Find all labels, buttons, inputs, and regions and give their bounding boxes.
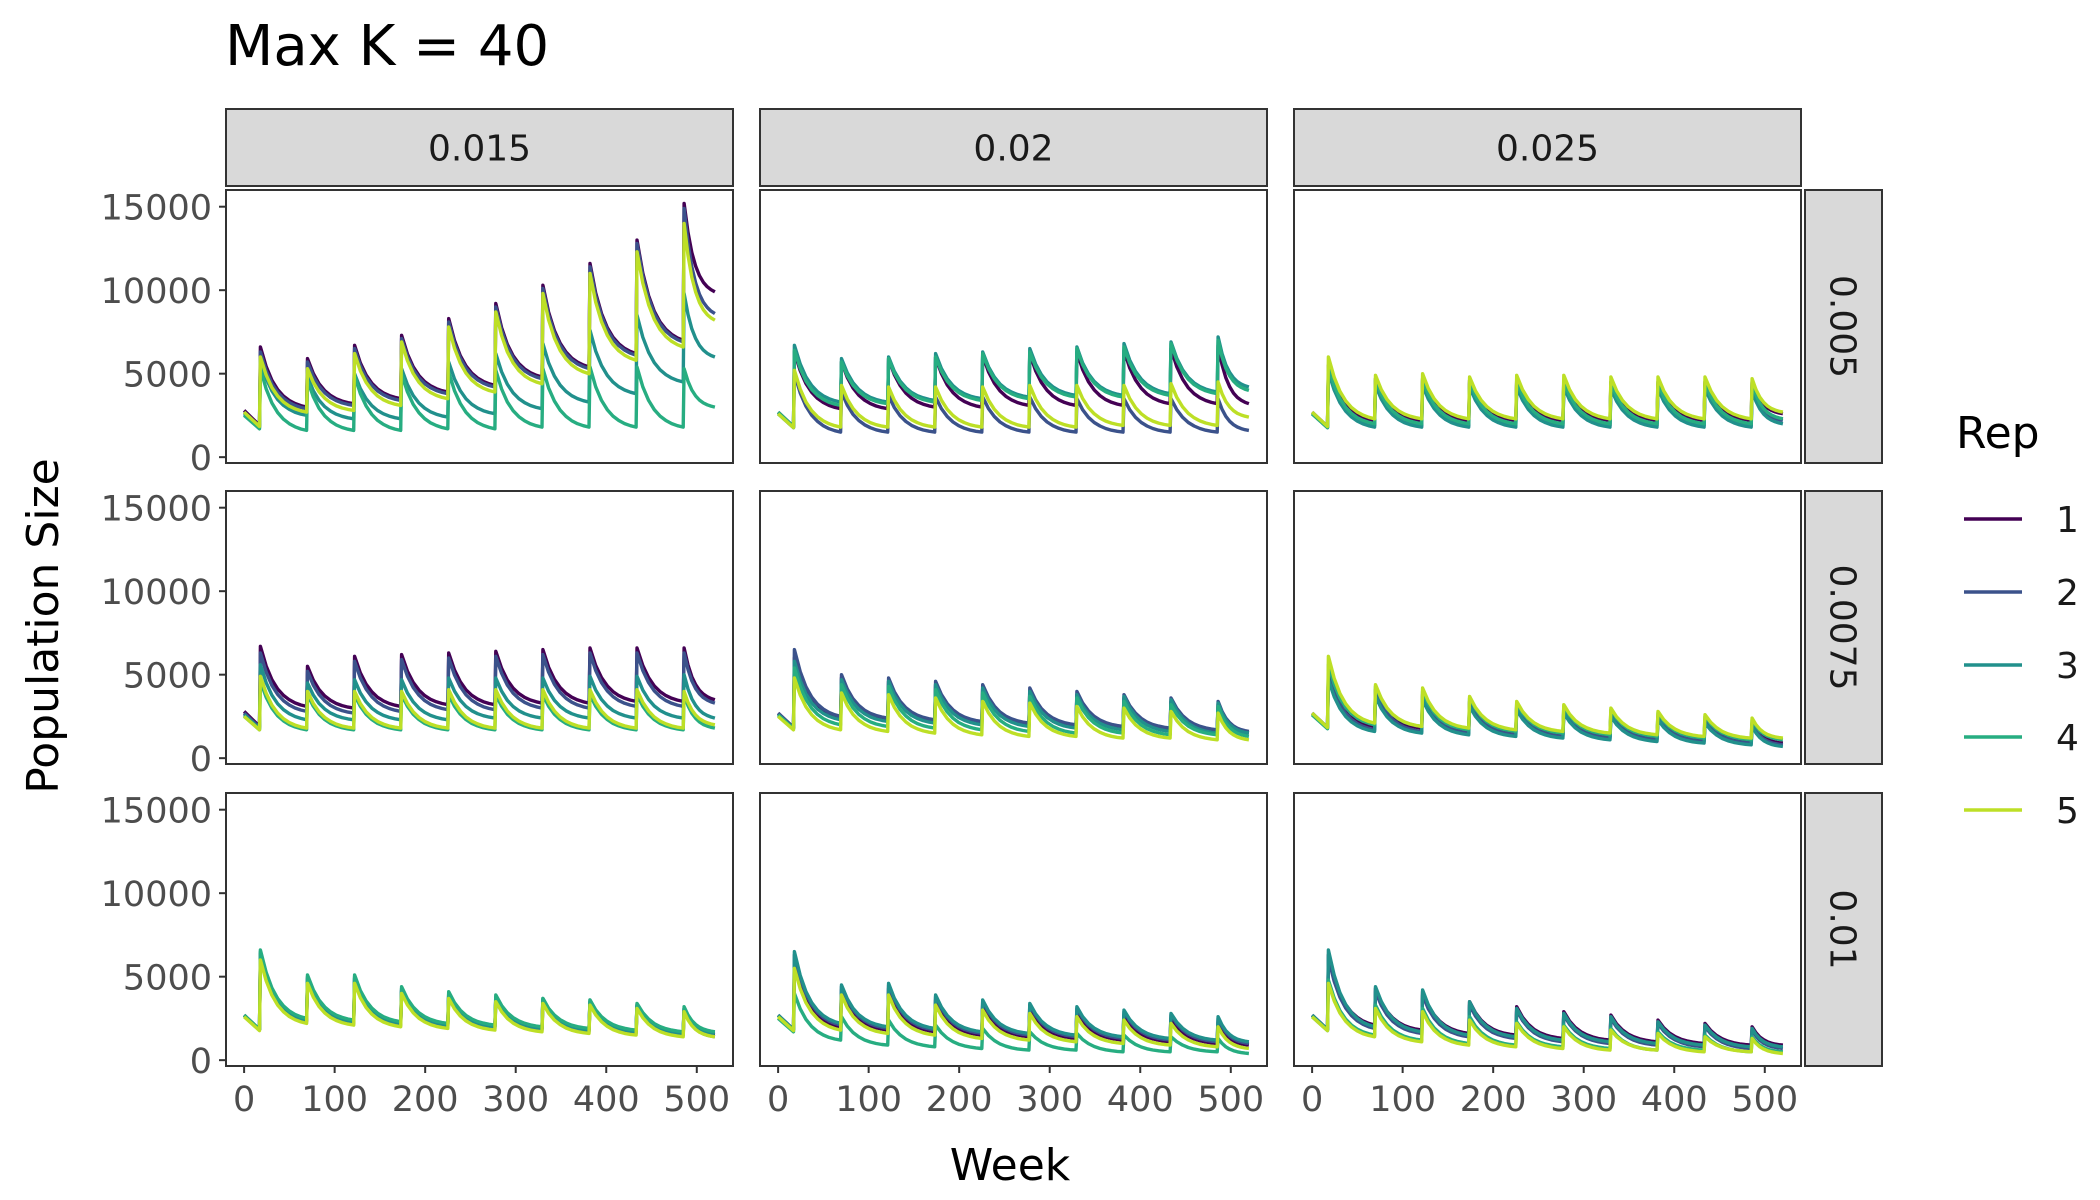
x-tick-label: 500 xyxy=(1731,1080,1798,1120)
panel-background xyxy=(226,491,733,764)
series-line-rep-5 xyxy=(1310,654,1784,740)
panel-border xyxy=(225,189,734,464)
y-tick-label: 0 xyxy=(190,439,212,479)
panel-border xyxy=(225,490,734,765)
x-tick-label: 200 xyxy=(392,1080,459,1120)
series-line-rep-3 xyxy=(242,663,716,731)
series-line-rep-4 xyxy=(242,365,716,433)
x-tick-label: 300 xyxy=(1550,1080,1617,1120)
panel-border xyxy=(759,189,1268,464)
chart-title: Max K = 40 xyxy=(225,14,549,79)
legend-label: 4 xyxy=(2056,718,2079,759)
series-line-rep-3 xyxy=(776,949,1250,1044)
y-tick-label: 5000 xyxy=(123,959,212,999)
y-tick-label: 0 xyxy=(190,1042,212,1082)
series-line-rep-4 xyxy=(776,666,1250,739)
col-strip-label: 0.015 xyxy=(428,129,531,170)
x-tick-label: 300 xyxy=(1016,1080,1083,1120)
series-line-rep-3 xyxy=(1310,948,1784,1049)
row-strip-0 xyxy=(1804,189,1883,464)
y-tick-label: 10000 xyxy=(101,272,212,312)
row-strip-label: 0.0075 xyxy=(1822,565,1863,691)
row-strip-2 xyxy=(1804,792,1883,1067)
row-strip-label: 0.005 xyxy=(1822,275,1863,378)
x-axis-label: Week xyxy=(950,1140,1071,1191)
y-tick-label: 15000 xyxy=(101,792,212,832)
series-line-rep-3 xyxy=(1310,370,1784,430)
panel-border xyxy=(1293,189,1802,464)
x-tick-label: 0 xyxy=(1301,1080,1323,1120)
series-line-rep-3 xyxy=(1310,678,1784,749)
series-line-rep-4 xyxy=(776,338,1250,429)
col-strip-0 xyxy=(225,108,734,187)
y-tick-label: 5000 xyxy=(123,356,212,396)
legend-label: 3 xyxy=(2056,646,2079,687)
series-line-rep-2 xyxy=(242,206,716,429)
facet-panels: 0.015 0.02 0.0250.0050.00750.0105000100001… xyxy=(101,108,1883,1120)
col-strip-1 xyxy=(759,108,1268,187)
panel-background xyxy=(226,190,733,463)
x-tick-label: 300 xyxy=(482,1080,549,1120)
row-strip-1 xyxy=(1804,490,1883,765)
series-line-rep-1 xyxy=(242,644,716,729)
x-tick-label: 0 xyxy=(233,1080,255,1120)
panel-background xyxy=(1294,793,1801,1066)
legend: Rep 1 2 3 4 5 xyxy=(1956,408,2079,832)
series-line-rep-5 xyxy=(776,966,1250,1051)
series-line-rep-5 xyxy=(776,676,1250,742)
series-line-rep-4 xyxy=(776,991,1250,1056)
panel-border xyxy=(1293,792,1802,1067)
series-line-rep-5 xyxy=(1310,981,1784,1056)
x-tick-label: 100 xyxy=(1369,1080,1436,1120)
series-line-rep-5 xyxy=(242,958,716,1039)
col-strip-label: 0.025 xyxy=(1496,129,1599,170)
series-line-rep-2 xyxy=(242,651,716,730)
panel-border xyxy=(759,490,1268,765)
legend-label: 1 xyxy=(2056,500,2079,541)
series-line-rep-5 xyxy=(776,368,1250,430)
series-line-rep-3 xyxy=(242,291,716,430)
x-tick-label: 400 xyxy=(1641,1080,1708,1120)
x-tick-label: 400 xyxy=(1107,1080,1174,1120)
panel-border xyxy=(225,792,734,1067)
col-strip-2 xyxy=(1293,108,1802,187)
x-tick-label: 100 xyxy=(301,1080,368,1120)
series-line-rep-4 xyxy=(242,948,716,1034)
y-tick-label: 10000 xyxy=(101,875,212,915)
x-tick-label: 100 xyxy=(835,1080,902,1120)
series-line-rep-5 xyxy=(242,221,716,429)
y-tick-label: 15000 xyxy=(101,490,212,530)
row-strip-label: 0.01 xyxy=(1822,889,1863,969)
panel-border xyxy=(759,792,1268,1067)
x-tick-label: 200 xyxy=(1460,1080,1527,1120)
series-line-rep-3 xyxy=(776,659,1250,735)
y-tick-label: 10000 xyxy=(101,573,212,613)
x-tick-label: 500 xyxy=(663,1080,730,1120)
series-line-rep-2 xyxy=(776,372,1250,434)
x-tick-label: 500 xyxy=(1197,1080,1264,1120)
series-line-rep-5 xyxy=(1310,355,1784,429)
x-tick-label: 400 xyxy=(573,1080,640,1120)
panel-border xyxy=(1293,490,1802,765)
legend-title: Rep xyxy=(1956,408,2040,459)
legend-label: 5 xyxy=(2056,791,2079,832)
col-strip-label: 0.02 xyxy=(973,129,1053,170)
series-line-rep-5 xyxy=(242,674,716,732)
y-axis-label: Population Size xyxy=(18,458,69,793)
y-tick-label: 15000 xyxy=(101,189,212,229)
series-line-rep-4 xyxy=(1310,365,1784,430)
y-tick-label: 5000 xyxy=(123,657,212,697)
y-tick-label: 0 xyxy=(190,740,212,780)
panel-background xyxy=(1294,491,1801,764)
legend-label: 2 xyxy=(2056,573,2079,614)
series-line-rep-1 xyxy=(776,343,1250,429)
x-tick-label: 0 xyxy=(767,1080,789,1120)
x-tick-label: 200 xyxy=(926,1080,993,1120)
